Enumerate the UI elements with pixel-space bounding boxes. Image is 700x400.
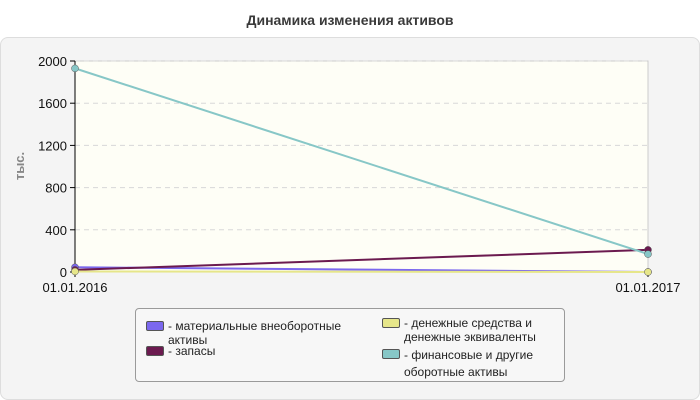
y-tick-label: 1600 [38, 96, 67, 111]
legend: материальные внеоборотные активы запасы … [135, 308, 565, 382]
x-tick-label: 01.01.2017 [615, 280, 680, 295]
legend-swatch-cash [382, 318, 400, 328]
legend-label: денежные средства и денежные эквиваленты [404, 316, 564, 344]
data-point[interactable] [71, 267, 79, 276]
grid-lines [75, 60, 648, 231]
chart-title: Динамика изменения активов [246, 12, 454, 28]
y-tick-label: 1200 [38, 138, 67, 153]
plot-area [74, 60, 649, 273]
legend-label: финансовые и другие оборотные активы [404, 347, 564, 381]
series-lines [71, 64, 652, 276]
y-tick-label: 0 [60, 265, 67, 280]
legend-swatch-inventory [146, 346, 164, 356]
y-tick-label: 2000 [38, 54, 67, 69]
data-point[interactable] [644, 250, 652, 258]
y-axis-label: тыс. [12, 152, 27, 180]
series-line-1 [74, 248, 649, 271]
series-line-3 [74, 67, 649, 256]
legend-label: материальные внеоборотные активы [168, 319, 358, 347]
series-line-2 [74, 270, 649, 273]
y-ticks: 0 400 800 1200 1600 2000 [38, 54, 75, 280]
y-tick-label: 400 [45, 223, 67, 238]
legend-swatch-financial-assets [382, 349, 400, 359]
x-ticks: 01.01.2016 01.01.2017 [42, 272, 681, 295]
y-tick-label: 800 [45, 181, 67, 196]
x-tick-label: 01.01.2016 [42, 280, 107, 295]
data-point[interactable] [644, 268, 652, 276]
legend-label: запасы [168, 344, 358, 358]
legend-swatch-fixed-assets [146, 321, 164, 331]
data-point[interactable] [71, 64, 79, 73]
